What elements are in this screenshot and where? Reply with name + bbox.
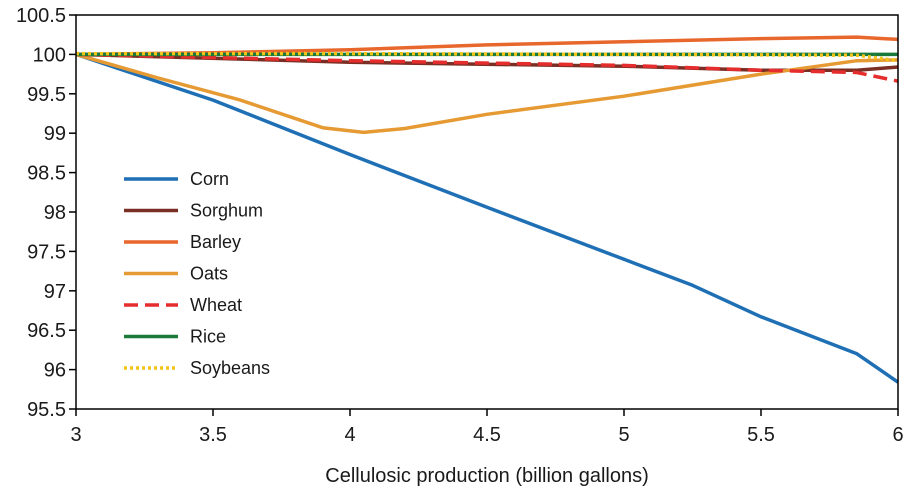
y-tick-label: 96 — [44, 360, 66, 382]
x-tick-label: 4 — [344, 424, 355, 446]
plot-background — [76, 15, 898, 409]
series-line-soybeans — [76, 51, 899, 63]
x-tick-label: 3 — [70, 424, 81, 446]
axes — [69, 14, 899, 416]
series-line-barley — [75, 35, 899, 57]
y-tick-label: 95.5 — [27, 399, 66, 421]
series-lines — [75, 35, 899, 384]
plot-area — [76, 15, 898, 409]
series-line-wheat — [75, 52, 899, 83]
x-axis-title: Cellulosic production (billion gallons) — [325, 465, 649, 487]
y-tick-label: 99 — [44, 123, 66, 145]
x-tick-label: 3.5 — [199, 424, 227, 446]
y-tick-label: 99.5 — [27, 84, 66, 106]
x-tick-label: 5 — [618, 424, 629, 446]
tick-labels: 95.5 96 96.5 97 97.5 98 98.5 99 99.5 100 100.5 3 3.5… — [16, 5, 904, 446]
y-tick-label: 97 — [44, 281, 66, 303]
y-tick-label: 98.5 — [27, 163, 66, 185]
y-tick-label: 100.5 — [16, 5, 66, 27]
x-tick-label: 5.5 — [747, 424, 775, 446]
series-line-corn — [75, 52, 899, 384]
x-tick-label: 4.5 — [473, 424, 501, 446]
legend-label-wheat: Wheat — [190, 295, 242, 315]
legend: Corn Sorghum Barley Oats Wheat Rice Soybeans — [124, 169, 270, 378]
y-tick-label: 97.5 — [27, 241, 66, 263]
y-tick-label: 96.5 — [27, 320, 66, 342]
legend-label-corn: Corn — [190, 169, 229, 189]
y-tick-label: 100 — [33, 44, 66, 66]
x-tick-label: 6 — [892, 424, 903, 446]
legend-label-oats: Oats — [190, 264, 228, 284]
legend-label-sorghum: Sorghum — [190, 201, 263, 221]
legend-label-rice: Rice — [190, 327, 226, 347]
legend-label-barley: Barley — [190, 232, 241, 252]
legend-label-soybeans: Soybeans — [190, 358, 270, 378]
y-tick-label: 98 — [44, 202, 66, 224]
